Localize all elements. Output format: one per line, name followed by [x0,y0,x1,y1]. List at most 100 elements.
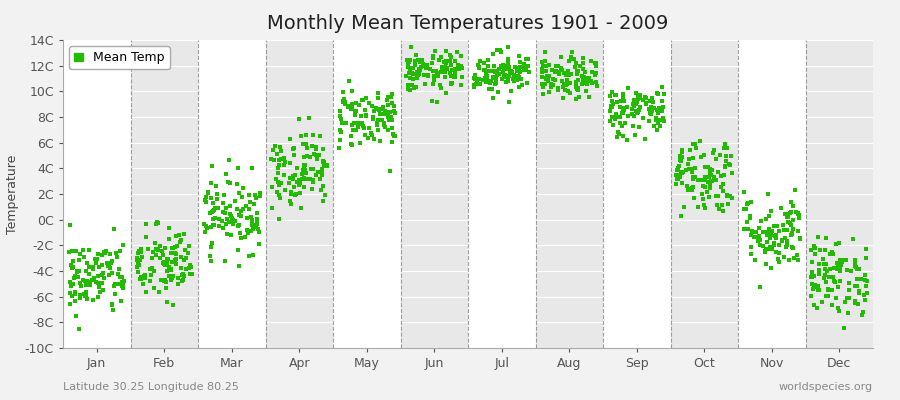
Point [635,97,650,103]
Point [701,163,716,170]
Point [643,106,657,112]
Point [639,100,653,106]
Point [384,100,399,106]
Point [702,174,716,180]
Point [351,121,365,128]
Point [240,215,255,221]
Point [542,89,556,95]
Point [833,257,848,264]
Point [164,249,178,256]
Point [65,292,79,299]
Point [403,57,418,63]
Point [572,63,587,70]
Point [675,146,689,153]
Point [439,66,454,72]
Point [405,82,419,88]
Point [131,262,146,268]
Point [299,131,313,138]
Point [737,189,751,195]
Point [400,60,415,66]
Point [789,252,804,258]
Point [174,254,188,260]
Point [764,244,778,250]
Point [164,276,178,282]
Point [336,98,350,105]
Point [202,210,217,216]
Point [686,176,700,182]
Point [832,308,847,314]
Point [238,234,252,240]
Point [500,44,515,50]
Point [270,151,284,157]
Point [320,163,335,169]
Point [141,246,156,252]
Point [775,238,789,244]
Point [717,172,732,178]
Point [550,85,564,92]
Point [373,111,387,118]
Point [430,70,445,76]
Point [551,63,565,69]
Point [183,262,197,268]
Point [274,180,288,186]
Point [274,156,288,162]
Point [91,251,105,257]
Point [417,61,431,67]
Point [569,60,583,66]
Point [366,116,381,122]
Point [851,300,866,307]
Point [253,190,267,196]
Point [415,57,429,63]
Point [620,103,634,110]
Point [790,256,805,263]
Point [359,113,374,119]
Point [302,114,316,121]
Point [248,195,263,201]
Point [336,89,350,95]
Point [805,293,819,299]
Point [437,59,452,65]
Point [376,104,391,110]
Point [536,83,550,90]
Point [305,177,320,184]
Point [77,278,92,284]
Point [720,201,734,207]
Point [178,254,193,261]
Point [652,104,667,111]
Point [806,286,821,292]
Point [748,234,762,240]
Point [309,172,323,179]
Point [345,122,359,128]
Point [497,66,511,72]
Point [346,105,360,112]
Point [433,82,447,88]
Point [310,156,325,162]
Point [388,110,402,116]
Point [685,141,699,147]
Point [83,278,97,285]
Point [560,70,574,76]
Point [708,177,723,183]
Point [408,58,422,64]
Point [783,210,797,216]
Point [135,254,149,260]
Point [708,193,723,200]
Point [99,248,113,254]
Point [569,84,583,90]
Point [334,116,348,122]
Point [376,110,391,117]
Point [176,277,190,284]
Point [673,158,688,164]
Point [748,229,762,235]
Point [158,277,173,284]
Point [570,71,584,77]
Point [833,278,848,284]
Point [228,198,242,204]
Point [626,101,640,107]
Point [134,246,148,252]
Point [651,120,665,126]
Point [71,274,86,280]
Point [411,71,426,78]
Point [627,132,642,139]
Point [548,77,562,83]
